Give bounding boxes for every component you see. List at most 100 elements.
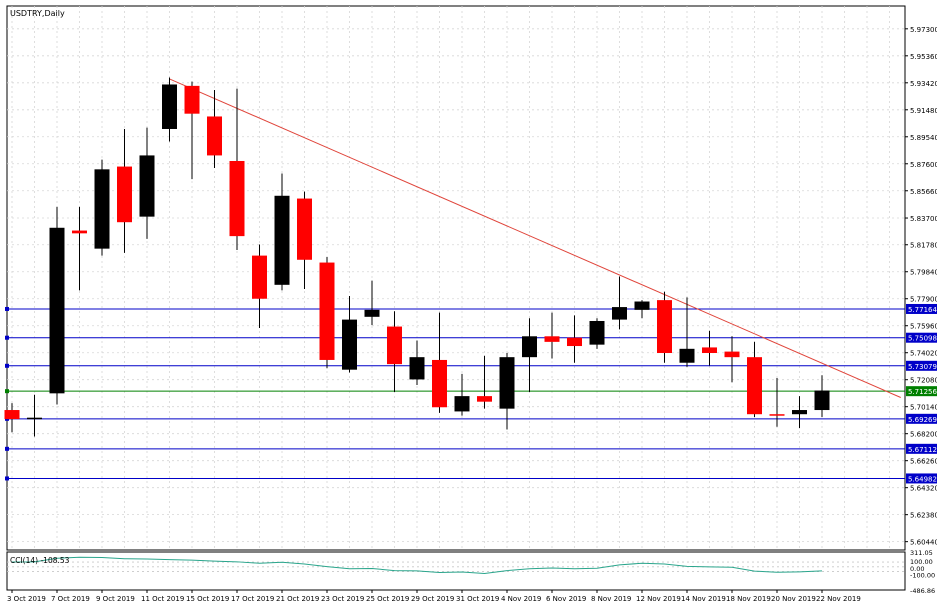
price-tick-label: 5.77900 bbox=[910, 296, 937, 304]
level-tag-label: 5.73079 bbox=[908, 363, 937, 371]
candle-body bbox=[589, 320, 605, 345]
candle bbox=[702, 330, 717, 366]
candle-body bbox=[409, 357, 425, 380]
date-label: 21 Oct 2019 bbox=[276, 595, 319, 603]
candle-body bbox=[769, 414, 785, 416]
price-tick-label: 5.97300 bbox=[910, 26, 937, 34]
cci-panel[interactable] bbox=[6, 551, 906, 591]
price-tick-label: 5.74020 bbox=[910, 350, 937, 358]
date-label: 18 Nov 2019 bbox=[726, 595, 771, 603]
level-anchor[interactable] bbox=[5, 363, 9, 368]
candle bbox=[499, 352, 515, 430]
candle-body bbox=[27, 417, 42, 420]
candle bbox=[634, 300, 650, 319]
candle-body bbox=[702, 347, 717, 353]
candle-body bbox=[657, 300, 672, 353]
level-anchor[interactable] bbox=[5, 335, 9, 340]
date-label: 7 Oct 2019 bbox=[51, 595, 90, 603]
date-label: 6 Nov 2019 bbox=[546, 595, 586, 603]
price-tick-label: 5.81780 bbox=[910, 242, 937, 250]
level-anchor[interactable] bbox=[5, 476, 9, 481]
candle bbox=[4, 403, 20, 433]
candle-body bbox=[634, 301, 650, 310]
level-tag bbox=[906, 360, 937, 371]
candle-body bbox=[139, 155, 155, 217]
candle bbox=[657, 291, 672, 363]
candle-body bbox=[792, 410, 807, 415]
candle bbox=[387, 311, 402, 392]
candle-body bbox=[612, 307, 627, 320]
price-tick-label: 5.70140 bbox=[910, 404, 937, 412]
date-label: 12 Nov 2019 bbox=[636, 595, 681, 603]
candle-body bbox=[49, 227, 65, 394]
date-label: 9 Oct 2019 bbox=[96, 595, 135, 603]
level-tag-label: 5.69269 bbox=[908, 416, 937, 424]
candle bbox=[522, 318, 537, 392]
date-label: 4 Nov 2019 bbox=[501, 595, 541, 603]
date-label: 14 Nov 2019 bbox=[681, 595, 726, 603]
level-anchor[interactable] bbox=[5, 389, 9, 394]
level-tag-label: 5.75098 bbox=[908, 335, 937, 343]
price-tick-label: 5.75960 bbox=[910, 323, 937, 331]
cci-tick-label: 0.00 bbox=[910, 565, 924, 573]
candle bbox=[454, 373, 470, 416]
candle-body bbox=[117, 166, 132, 223]
candle-body bbox=[454, 396, 470, 412]
candle bbox=[544, 312, 560, 359]
candle-body bbox=[94, 169, 110, 249]
candle bbox=[364, 280, 380, 326]
candle bbox=[72, 206, 87, 291]
candle-body bbox=[747, 357, 762, 415]
date-label: 8 Nov 2019 bbox=[591, 595, 631, 603]
candle bbox=[747, 341, 762, 417]
candle-body bbox=[432, 359, 447, 408]
candle bbox=[139, 127, 155, 239]
level-tag-label: 5.77164 bbox=[908, 306, 937, 314]
candle bbox=[432, 312, 447, 413]
candle bbox=[184, 81, 200, 180]
level-tag bbox=[906, 332, 937, 343]
candle bbox=[297, 191, 312, 289]
candle-body bbox=[342, 319, 357, 370]
price-tick-label: 5.85660 bbox=[910, 188, 937, 196]
date-label: 17 Oct 2019 bbox=[231, 595, 274, 603]
candle-body bbox=[274, 195, 290, 285]
price-tick-label: 5.68200 bbox=[910, 431, 937, 439]
price-tick-label: 5.89540 bbox=[910, 134, 937, 142]
candle-body bbox=[477, 396, 492, 402]
date-label: 25 Oct 2019 bbox=[366, 595, 409, 603]
candle bbox=[792, 396, 807, 429]
price-panel[interactable] bbox=[6, 5, 906, 551]
date-label: 3 Oct 2019 bbox=[7, 595, 46, 603]
date-label: 29 Oct 2019 bbox=[411, 595, 454, 603]
candle bbox=[27, 394, 42, 437]
level-tag-label: 5.67112 bbox=[908, 446, 937, 454]
price-axis: 5.97300 5.95360 5.93420 5.91480 5.89540 5.876… bbox=[905, 26, 937, 547]
candle bbox=[342, 295, 357, 373]
candle bbox=[409, 340, 425, 385]
date-label: 22 Nov 2019 bbox=[816, 595, 861, 603]
candle bbox=[724, 336, 740, 383]
cci-line bbox=[11, 556, 823, 574]
candle bbox=[207, 90, 222, 168]
price-tick-label: 5.83700 bbox=[910, 215, 937, 223]
cci-tick-label: 311.05 bbox=[910, 549, 933, 557]
candle-body bbox=[207, 116, 222, 156]
candle bbox=[162, 77, 177, 142]
trendline[interactable] bbox=[169, 78, 901, 398]
level-anchor[interactable] bbox=[5, 446, 9, 451]
price-tick-label: 5.62380 bbox=[910, 512, 937, 520]
candlestick-series bbox=[4, 77, 830, 437]
candle-body bbox=[297, 198, 312, 260]
candle bbox=[274, 173, 290, 291]
price-tick-label: 5.95360 bbox=[910, 53, 937, 61]
candle bbox=[589, 318, 605, 349]
level-anchor[interactable] bbox=[5, 306, 9, 311]
price-tick-label: 5.72080 bbox=[910, 377, 937, 385]
candle bbox=[612, 276, 627, 330]
price-tick-label: 5.79840 bbox=[910, 269, 937, 277]
level-tag bbox=[906, 303, 937, 314]
candle bbox=[477, 355, 492, 409]
candle bbox=[117, 128, 132, 253]
